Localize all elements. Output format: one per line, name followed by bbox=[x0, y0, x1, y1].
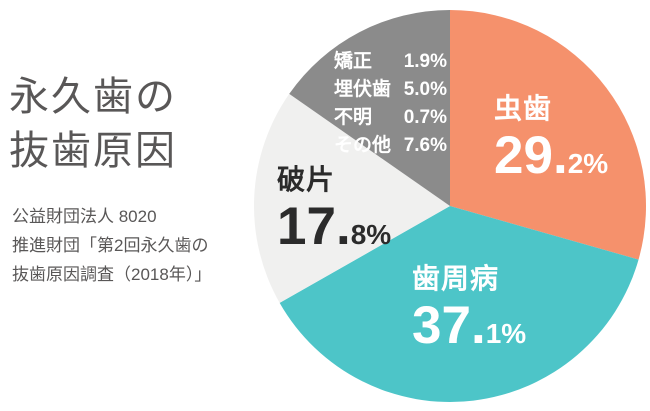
source-line-3: 抜歯原因調査（2018年）」 bbox=[12, 265, 212, 284]
breakdown-value: 0.7% bbox=[403, 107, 447, 128]
others-breakdown-list: 矯正 1.9% 埋伏歯 5.0% 不明 0.7% その他 7.6% bbox=[334, 48, 447, 160]
slice-value-cavity-frac: 2% bbox=[567, 148, 609, 179]
breakdown-row-maifukushi: 埋伏歯 5.0% bbox=[334, 76, 447, 104]
slice-value-perio-int: 37. bbox=[412, 296, 486, 355]
source-line-1: 公益財団法人 8020 bbox=[12, 207, 157, 226]
slice-label-perio: 歯周病 37.1% bbox=[412, 262, 526, 369]
slice-value-perio: 37.1% bbox=[412, 296, 526, 369]
pie-slice-others bbox=[289, 10, 450, 206]
breakdown-label: その他 bbox=[334, 135, 392, 156]
slice-name-fracture: 破片 bbox=[277, 164, 336, 195]
breakdown-value: 1.9% bbox=[403, 51, 447, 72]
slice-label-cavity: 虫歯 29.2% bbox=[494, 92, 608, 199]
breakdown-value: 5.0% bbox=[403, 79, 447, 100]
slice-value-fracture: 17.8% bbox=[277, 197, 391, 270]
title-line-2: 抜歯原因 bbox=[9, 129, 177, 173]
pie-slice-cavity bbox=[450, 10, 647, 260]
title-line-1: 永久歯の bbox=[9, 75, 177, 119]
slice-name-cavity: 虫歯 bbox=[494, 93, 553, 124]
page-title: 永久歯の 抜歯原因 bbox=[9, 70, 177, 178]
breakdown-row-sonota: その他 7.6% bbox=[334, 132, 447, 160]
breakdown-label: 矯正 bbox=[334, 51, 373, 72]
breakdown-row-fumei: 不明 0.7% bbox=[334, 104, 447, 132]
breakdown-label: 不明 bbox=[334, 107, 373, 128]
slice-label-fracture: 破片 17.8% bbox=[277, 163, 391, 270]
slice-value-fracture-int: 17. bbox=[277, 197, 351, 256]
pie-slice-fracture bbox=[254, 93, 450, 303]
breakdown-value: 7.6% bbox=[403, 135, 447, 156]
breakdown-row-kyousei: 矯正 1.9% bbox=[334, 48, 447, 76]
slice-value-perio-frac: 1% bbox=[485, 318, 527, 349]
breakdown-label: 埋伏歯 bbox=[334, 79, 392, 100]
pie-slice-perio bbox=[279, 206, 639, 403]
slice-name-perio: 歯周病 bbox=[412, 263, 500, 294]
source-line-2: 推進財団「第2回永久歯の bbox=[12, 236, 209, 255]
slice-value-fracture-frac: 8% bbox=[350, 219, 392, 250]
slice-value-cavity: 29.2% bbox=[494, 126, 608, 199]
slice-value-cavity-int: 29. bbox=[494, 126, 568, 185]
source-citation: 公益財団法人 8020 推進財団「第2回永久歯の 抜歯原因調査（2018年）」 bbox=[12, 202, 211, 289]
